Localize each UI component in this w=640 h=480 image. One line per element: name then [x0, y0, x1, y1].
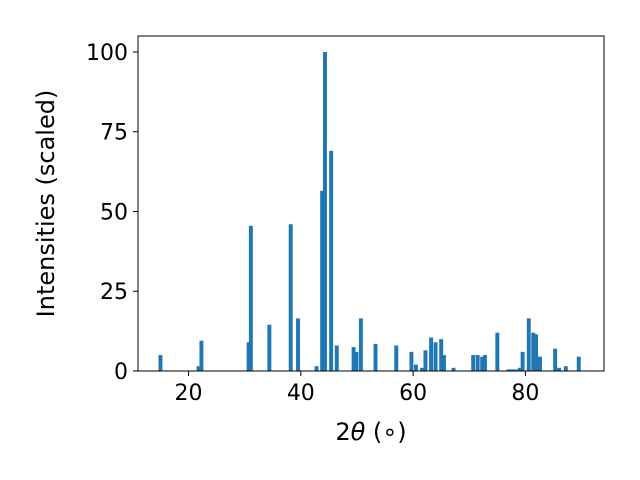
bar [451, 367, 456, 371]
x-tick-label: 20 [175, 381, 203, 406]
bar [553, 348, 558, 371]
bar [248, 225, 253, 371]
bar [409, 351, 414, 371]
bar [373, 343, 378, 371]
bar [267, 324, 272, 371]
bar [513, 369, 518, 371]
bar [288, 224, 293, 371]
y-tick-label: 25 [100, 280, 128, 305]
bar [329, 150, 334, 371]
bar [576, 356, 581, 371]
bar [320, 190, 325, 371]
bar [199, 340, 204, 371]
bar [509, 369, 514, 371]
x-axis-label: 2θ (∘) [335, 418, 406, 446]
bar [358, 318, 363, 371]
bar [196, 366, 201, 371]
y-tick-label: 100 [86, 41, 128, 66]
bar [520, 351, 525, 371]
bar [442, 355, 446, 371]
bar [351, 347, 356, 371]
bar [475, 355, 480, 371]
x-axis: 20 40 60 80 [175, 371, 539, 406]
bar [517, 367, 522, 371]
bar [158, 355, 163, 371]
y-tick-label: 0 [114, 360, 128, 385]
bar [480, 356, 485, 371]
bar [334, 345, 339, 371]
y-axis-label: Intensities (scaled) [32, 90, 60, 318]
bar [531, 332, 536, 371]
y-tick-label: 50 [100, 200, 128, 225]
x-axis-label-suffix: (∘) [365, 418, 406, 446]
bar [323, 51, 327, 371]
bar [413, 364, 418, 371]
bar [439, 339, 444, 371]
y-axis: 0 25 50 75 100 [86, 41, 138, 385]
bar [433, 342, 438, 371]
bar [314, 366, 319, 371]
bar [354, 351, 359, 371]
bar [246, 342, 251, 371]
bar [471, 355, 476, 371]
bar [429, 337, 434, 371]
bar [563, 366, 568, 371]
bar [506, 369, 511, 371]
bar [296, 318, 300, 371]
bar [420, 367, 425, 371]
bar [557, 367, 562, 371]
bar [538, 356, 542, 371]
bar [483, 355, 487, 371]
x-axis-label-prefix: 2 [335, 418, 350, 446]
bars-group [158, 51, 581, 371]
bar [534, 334, 539, 371]
y-tick-label: 75 [100, 121, 128, 146]
x-tick-label: 60 [399, 381, 427, 406]
x-axis-label-symbol: θ [351, 418, 366, 446]
bar [423, 350, 428, 371]
plot-frame [137, 35, 605, 372]
bar [495, 332, 500, 371]
x-tick-label: 80 [511, 381, 539, 406]
bar [394, 345, 399, 371]
bar [526, 318, 531, 371]
x-tick-label: 40 [287, 381, 315, 406]
